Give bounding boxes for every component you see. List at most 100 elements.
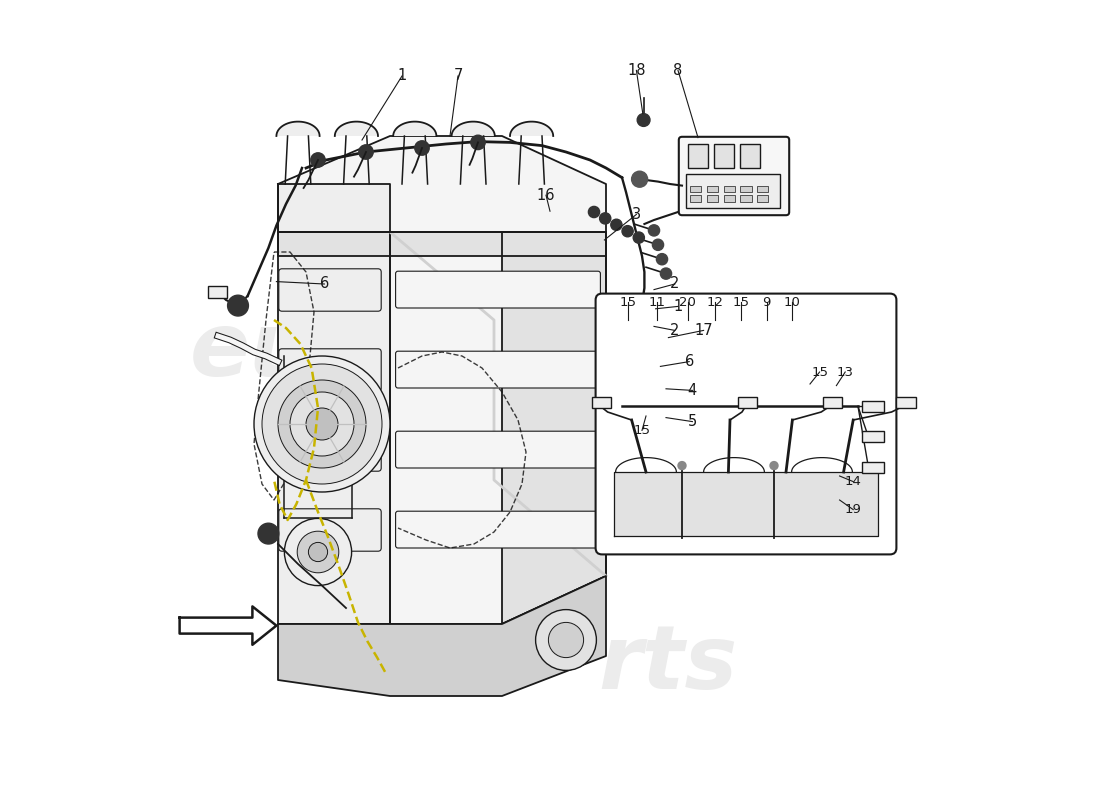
- Bar: [823, 397, 842, 408]
- Text: 18: 18: [627, 63, 646, 78]
- Text: 10: 10: [784, 296, 801, 309]
- Circle shape: [549, 622, 584, 658]
- Bar: [740, 144, 760, 168]
- Text: 19: 19: [845, 503, 861, 516]
- Circle shape: [278, 380, 366, 468]
- Bar: [724, 186, 735, 192]
- Text: 20: 20: [679, 296, 696, 309]
- FancyBboxPatch shape: [595, 294, 896, 554]
- Bar: [714, 144, 734, 168]
- Bar: [757, 186, 769, 192]
- Text: ro: ro: [310, 413, 415, 499]
- Circle shape: [770, 462, 778, 470]
- Polygon shape: [614, 472, 878, 536]
- FancyBboxPatch shape: [278, 429, 382, 471]
- Bar: [896, 397, 915, 408]
- Bar: [862, 462, 884, 473]
- Bar: [740, 195, 751, 202]
- Bar: [707, 186, 718, 192]
- Bar: [690, 186, 701, 192]
- Circle shape: [652, 239, 663, 250]
- Text: 15: 15: [811, 366, 828, 378]
- Bar: [688, 144, 707, 168]
- Circle shape: [660, 268, 672, 279]
- Text: 11: 11: [649, 296, 666, 309]
- Circle shape: [536, 610, 596, 670]
- FancyBboxPatch shape: [396, 511, 601, 548]
- Text: a passion for parts since 1985: a passion for parts since 1985: [421, 467, 679, 549]
- Text: pa: pa: [446, 517, 570, 603]
- Circle shape: [600, 213, 610, 224]
- Circle shape: [228, 295, 249, 316]
- Circle shape: [297, 531, 339, 573]
- Text: 6: 6: [320, 277, 329, 291]
- Polygon shape: [276, 122, 320, 136]
- Circle shape: [471, 135, 485, 150]
- Text: 9: 9: [762, 296, 771, 309]
- Polygon shape: [452, 122, 495, 136]
- Polygon shape: [334, 122, 378, 136]
- Text: 5: 5: [688, 414, 697, 429]
- Circle shape: [285, 518, 352, 586]
- Polygon shape: [278, 136, 606, 232]
- Text: 15: 15: [733, 296, 750, 309]
- Polygon shape: [278, 232, 390, 624]
- Text: 6: 6: [684, 354, 694, 369]
- Circle shape: [657, 254, 668, 265]
- Polygon shape: [510, 122, 553, 136]
- Text: 15: 15: [634, 424, 650, 437]
- Text: 1: 1: [397, 69, 407, 83]
- Bar: [862, 401, 884, 412]
- FancyBboxPatch shape: [396, 351, 601, 388]
- Text: 13: 13: [837, 366, 854, 378]
- Circle shape: [254, 356, 390, 492]
- Bar: [862, 431, 884, 442]
- FancyBboxPatch shape: [679, 137, 789, 215]
- Text: 1: 1: [673, 299, 683, 314]
- Text: 14: 14: [845, 475, 861, 488]
- Text: 4: 4: [688, 383, 697, 398]
- Polygon shape: [278, 576, 606, 696]
- Text: 15: 15: [619, 296, 636, 309]
- Circle shape: [258, 523, 278, 544]
- Bar: [757, 195, 769, 202]
- Circle shape: [637, 114, 650, 126]
- Text: 2: 2: [670, 323, 680, 338]
- Bar: [690, 195, 701, 202]
- FancyBboxPatch shape: [278, 269, 382, 311]
- Bar: [707, 195, 718, 202]
- Circle shape: [678, 462, 686, 470]
- Polygon shape: [179, 606, 276, 645]
- Circle shape: [290, 392, 354, 456]
- Text: 17: 17: [694, 323, 713, 338]
- Circle shape: [306, 408, 338, 440]
- Bar: [724, 195, 735, 202]
- FancyBboxPatch shape: [396, 431, 601, 468]
- Text: 16: 16: [537, 188, 556, 202]
- Polygon shape: [393, 122, 437, 136]
- Bar: [738, 397, 757, 408]
- Circle shape: [415, 141, 429, 155]
- Text: rts: rts: [598, 621, 737, 707]
- Circle shape: [621, 226, 634, 237]
- Text: 7: 7: [453, 69, 463, 83]
- Circle shape: [311, 153, 326, 167]
- Bar: [740, 186, 751, 192]
- Polygon shape: [502, 232, 606, 624]
- Text: 3: 3: [631, 207, 641, 222]
- Polygon shape: [278, 232, 606, 256]
- Circle shape: [648, 225, 660, 236]
- Polygon shape: [278, 184, 390, 232]
- Bar: [208, 286, 227, 298]
- Text: 12: 12: [706, 296, 724, 309]
- FancyBboxPatch shape: [278, 509, 382, 551]
- Circle shape: [634, 232, 645, 243]
- Circle shape: [359, 145, 373, 159]
- Bar: [686, 174, 780, 208]
- Bar: [592, 397, 611, 408]
- Text: 2: 2: [670, 277, 680, 291]
- FancyBboxPatch shape: [278, 349, 382, 391]
- Circle shape: [610, 219, 621, 230]
- Circle shape: [631, 171, 648, 187]
- FancyBboxPatch shape: [396, 271, 601, 308]
